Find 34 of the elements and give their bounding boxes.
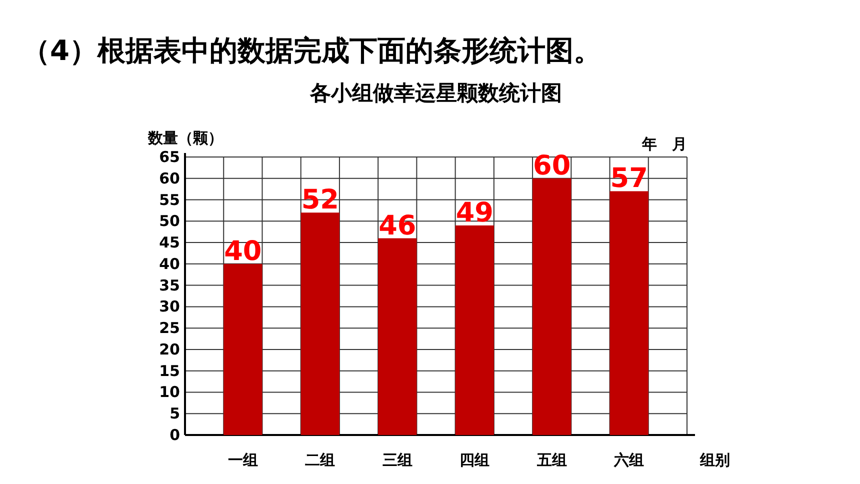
data-label: 49 bbox=[456, 197, 494, 228]
y-tick-label: 35 bbox=[159, 276, 180, 294]
bar bbox=[532, 178, 572, 435]
bar bbox=[378, 238, 417, 435]
x-axis-title: 组别 bbox=[699, 451, 730, 469]
data-label: 60 bbox=[533, 150, 571, 182]
y-tick-label: 65 bbox=[159, 148, 180, 166]
x-tick-label: 二组 bbox=[305, 451, 336, 469]
y-tick-label: 30 bbox=[159, 298, 180, 316]
y-tick-label: 25 bbox=[159, 319, 180, 338]
x-tick-label: 一组 bbox=[228, 451, 258, 469]
chart-subtitle: 各小组做幸运星颗数统计图 bbox=[309, 81, 562, 105]
text: 年 月 bbox=[641, 135, 687, 153]
y-tick-label: 55 bbox=[159, 190, 180, 209]
y-tick-label: 20 bbox=[159, 340, 180, 358]
chart-title: （4）根据表中的数据完成下面的条形统计图。 bbox=[22, 34, 602, 67]
y-tick-label: 50 bbox=[159, 212, 180, 230]
data-label: 40 bbox=[224, 236, 262, 267]
x-tick-label: 四组 bbox=[460, 451, 490, 469]
x-tick-label: 六组 bbox=[613, 451, 644, 469]
bar bbox=[455, 225, 494, 435]
y-tick-label: 10 bbox=[159, 383, 180, 402]
bar bbox=[610, 191, 648, 435]
bar bbox=[300, 212, 340, 435]
y-tick-label: 15 bbox=[159, 362, 180, 380]
y-tick-label: 60 bbox=[159, 169, 180, 188]
y-tick-label: 5 bbox=[170, 404, 180, 423]
y-tick-label: 0 bbox=[170, 426, 180, 444]
y-tick-label: 45 bbox=[159, 234, 180, 252]
x-tick-label: 三组 bbox=[382, 451, 412, 469]
y-axis-title: 数量（颗） bbox=[147, 129, 223, 147]
bar bbox=[224, 264, 262, 435]
y-tick-label: 40 bbox=[159, 254, 180, 273]
x-tick-label: 五组 bbox=[536, 451, 567, 469]
